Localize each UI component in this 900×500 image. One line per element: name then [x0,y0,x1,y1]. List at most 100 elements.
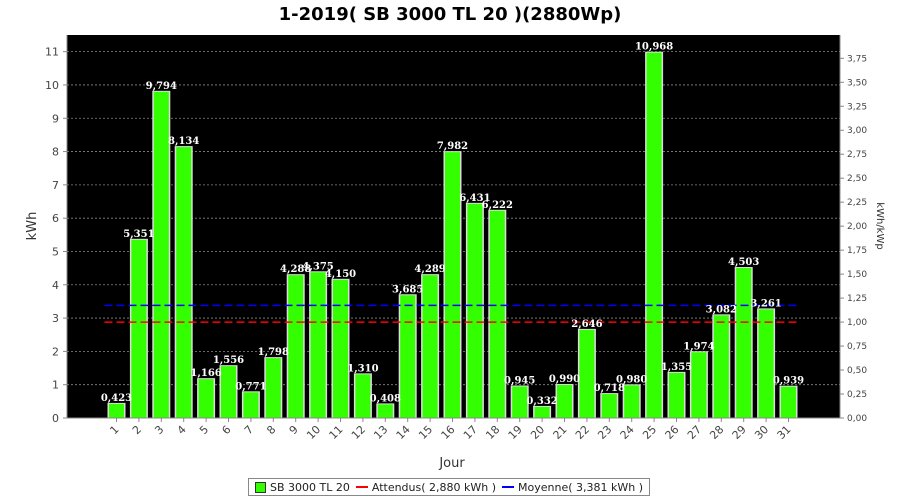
x-tick-label: 20 [528,423,547,442]
bar [579,329,595,418]
x-tick-label: 18 [483,423,502,442]
y-tick-label: 10 [45,79,59,92]
data-label: 4,503 [728,257,759,268]
y-axis-right: 0,00 0,25 0,50 0,75 1,00 1,25 1,50 1,75 2,00 2,25… [839,35,867,424]
bar [557,385,572,418]
data-label: 1,355 [661,362,692,373]
bar [467,203,483,418]
y2-tick-label: 0,50 [847,366,867,376]
x-tick-label: 7 [242,423,256,437]
chart-title: 1-2019( SB 3000 TL 20 )(2880Wp) [279,4,622,25]
data-label: 3,082 [706,304,737,315]
y2-tick-label: 0,25 [847,390,867,400]
x-tick-label: 12 [349,423,368,442]
data-label: 4,150 [325,269,356,280]
data-label: 1,310 [347,363,378,374]
bar [646,52,662,418]
bar [288,275,304,418]
bar [736,268,752,418]
bar [310,272,326,418]
y2-tick-label: 3,00 [847,126,867,136]
data-label: 6,431 [459,193,490,204]
bar [713,315,729,418]
y2-tick-label: 3,75 [847,54,867,64]
y-tick-label: 4 [52,279,59,292]
bar [534,406,550,418]
y-tick-label: 7 [52,179,59,192]
x-axis: 1 2 3 4 5 6 7 8 9 10 11 12 13 14 15 16 17 18 19 20 21 22 23 24 2… [67,417,840,442]
legend-item-expected: Attendus( 2,880 kWh ) [355,480,497,494]
bar [265,358,281,418]
bar [601,394,617,418]
bar [333,279,348,418]
y2-tick-label: 2,25 [847,198,867,208]
data-label: 0,423 [101,393,132,404]
x-tick-label: 22 [573,423,592,442]
data-label: 0,980 [616,374,647,385]
bar [109,403,124,418]
bar [624,385,640,418]
bar [221,366,236,418]
x-tick-label: 4 [175,423,189,437]
x-tick-label: 5 [197,423,211,437]
bar [669,372,684,418]
legend-label-expected: Attendus( 2,880 kWh ) [371,480,497,494]
y2-tick-label: 1,00 [847,318,867,328]
bar [153,91,169,419]
y2-tick-label: 2,75 [847,150,867,160]
bar [377,404,393,418]
data-label: 1,556 [213,355,244,366]
bar [512,386,528,418]
y2-tick-label: 2,50 [847,174,867,184]
bar [198,379,214,418]
x-tick-label: 26 [663,423,682,442]
y-tick-label: 5 [52,245,59,258]
x-tick-label: 28 [707,423,726,442]
y-axis: 0 1 2 3 4 5 6 7 8 9 10 11 [45,35,68,425]
y-tick-label: 6 [52,212,59,225]
legend-item-average: Moyenne( 3,381 kWh ) [502,481,643,494]
x-tick-label: 30 [752,423,771,442]
data-label: 1,974 [683,341,714,352]
y2-tick-label: 3,50 [847,78,867,88]
bar [243,392,259,418]
data-label: 3,685 [392,284,423,295]
x-tick-label: 15 [416,423,435,442]
grid-lines [67,51,840,386]
data-label: 4,289 [414,264,445,275]
data-labels: 0,423 5,351 9,794 8,134 1,166 1,556 0,771 1,798… [101,42,804,407]
y-tick-label: 2 [52,345,59,358]
data-label: 0,408 [370,393,401,404]
legend-swatch-expected [355,486,368,488]
x-tick-label: 13 [371,423,390,442]
data-label: 0,945 [504,376,535,387]
legend-label-average: Moyenne( 3,381 kWh ) [518,480,644,494]
data-label: 6,222 [482,200,513,211]
x-tick-label: 25 [640,423,659,442]
x-tick-label: 3 [152,423,166,437]
y-tick-label: 0 [52,412,59,425]
y-tick-label: 3 [52,312,59,325]
x-tick-label: 24 [618,423,637,442]
data-label: 8,134 [168,136,199,147]
x-tick-label: 2 [130,423,144,437]
reference-lines [104,304,801,323]
data-label: 5,351 [123,229,154,240]
bar [400,295,416,418]
data-label: 7,982 [437,141,468,152]
data-label: 0,990 [549,374,580,385]
y2-tick-label: 0,00 [847,414,867,424]
x-tick-label: 17 [461,423,480,442]
data-label: 10,968 [635,42,673,53]
y-axis-label: kWh [25,212,40,241]
x-tick-label: 19 [506,423,525,442]
x-tick-label: 31 [775,423,794,442]
y-axis-right-label: kWh/kWp [874,202,885,249]
data-label: 0,332 [526,396,557,407]
x-tick-label: 11 [327,423,346,442]
y2-tick-label: 1,50 [847,270,867,280]
bar [176,147,192,419]
y-tick-label: 8 [52,146,59,159]
y2-tick-label: 2,00 [847,222,867,232]
